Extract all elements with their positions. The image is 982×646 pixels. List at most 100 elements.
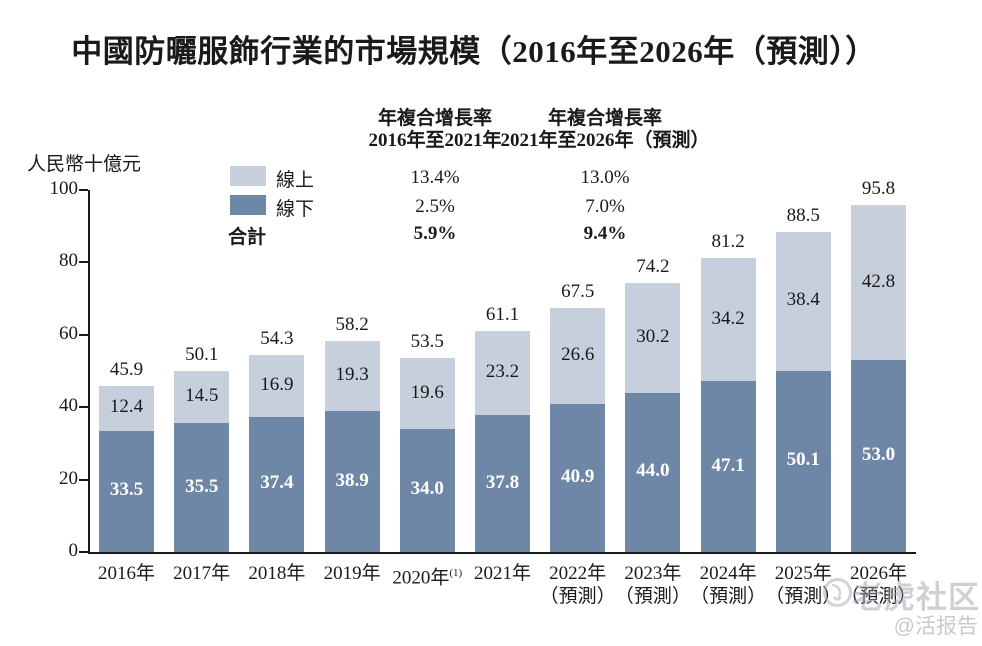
legend-swatch-online (230, 166, 266, 186)
x-axis-label-year: 2020年(1) (392, 567, 463, 589)
cagr-period1-offline-value: 2.5% (415, 196, 455, 217)
bar-offline-segment (475, 415, 530, 552)
bar-online-segment (775, 231, 831, 371)
bar-online-value-label: 34.2 (711, 307, 745, 329)
y-axis-tick (79, 189, 88, 191)
x-axis-label: 2019年 (297, 562, 407, 585)
bar-offline-segment (399, 428, 455, 552)
x-axis-label: 2024年 （預測） (673, 562, 783, 608)
bar-offline-value-label: 40.9 (561, 465, 595, 487)
bar-offline-value-label: 33.5 (109, 479, 144, 501)
x-axis-label: 2021年 (448, 562, 558, 585)
bar-online-segment (475, 330, 530, 416)
y-axis-tick-label: 20 (59, 467, 78, 489)
x-axis-label-forecast: （預測） (690, 586, 767, 607)
bar-offline-segment (99, 430, 154, 552)
y-axis-tick (79, 406, 88, 409)
bar-online-value-label: 12.4 (109, 396, 144, 418)
chart-title: 中國防曬服飾行業的市場規模（2016年至2026年（預測）） (71, 34, 877, 69)
x-axis-label-year: 2018年 (248, 563, 306, 584)
bar-offline-segment (700, 381, 756, 552)
bar-online-value-label: 26.6 (561, 343, 595, 365)
x-axis-label-forecast: （預測） (539, 586, 616, 607)
bar-offline-segment (174, 423, 230, 552)
tiger-logo-icon (823, 578, 852, 607)
x-axis-label-year: 2023年 (624, 563, 682, 584)
y-axis-tick (79, 551, 88, 553)
legend-swatch-offline (230, 195, 266, 215)
cagr-period2-offline-value: 7.0% (585, 196, 625, 217)
bar-offline-segment (550, 403, 606, 552)
bar-offline-segment (324, 411, 380, 552)
bar-total-label: 50.1 (185, 343, 219, 365)
x-axis-label: 2020年(1) (372, 562, 482, 589)
x-axis-label-year: 2017年 (173, 563, 231, 584)
x-axis-label-year: 2019年 (323, 563, 381, 584)
bar-online-segment (399, 358, 455, 429)
legend-label-total: 合計 (228, 227, 267, 248)
y-axis-tick-label: 100 (49, 178, 79, 199)
bar-offline-segment (249, 416, 305, 552)
bar-offline-value-label: 37.4 (260, 472, 294, 494)
cagr-period2-header-line2: 2021年至2026年（預測） (500, 130, 710, 151)
x-axis-label: 2023年 （預測） (598, 562, 708, 608)
cagr-period1-total-value: 5.9% (413, 223, 457, 244)
y-axis-tick (79, 261, 88, 264)
x-axis-label: 2017年 (147, 562, 257, 585)
bar-online-segment (851, 205, 906, 361)
cagr-period1-header-line1: 年複合增長率 (377, 108, 492, 129)
y-axis-tick-label: 80 (59, 250, 78, 272)
bar-online-value-label: 23.2 (485, 360, 520, 382)
bar-offline-value-label: 50.1 (786, 449, 820, 471)
bar-total-label: 74.2 (636, 256, 670, 278)
y-axis-tick-label: 40 (59, 395, 78, 417)
cagr-period1-header: 年複合增長率 2016年至2021年 (350, 108, 520, 152)
bar-online-value-label: 14.5 (185, 385, 219, 407)
y-axis-line (88, 190, 90, 554)
x-axis-label: 2025年 （預測） (748, 562, 858, 608)
x-axis-label: 2016年 (72, 562, 182, 585)
bar-online-segment (174, 370, 230, 424)
bar-offline-value-label: 34.0 (410, 478, 444, 500)
bar-offline-segment (625, 392, 681, 552)
x-axis-label-year: 2026年 (849, 563, 907, 584)
bar-total-label: 54.3 (260, 328, 294, 350)
bar-offline-value-label: 37.8 (485, 471, 520, 493)
bar-online-value-label: 19.3 (335, 364, 369, 386)
bar-online-value-label: 19.6 (410, 381, 444, 403)
cagr-period1-online-value: 13.4% (410, 167, 460, 188)
cagr-period2-header-line1: 年複合增長率 (547, 108, 662, 129)
footnote-marker: (1) (449, 567, 463, 579)
bar-offline-value-label: 53.0 (861, 444, 896, 466)
bar-total-label: 81.2 (711, 231, 745, 253)
bar-total-label: 45.9 (109, 358, 144, 380)
bar-total-label: 53.5 (410, 331, 444, 353)
x-axis-label-year: 2021年 (473, 563, 531, 584)
legend-label-online: 線上 (276, 170, 315, 191)
bar-online-segment (700, 258, 756, 382)
cagr-period2-header: 年複合增長率 2021年至2026年（預測） (495, 108, 715, 152)
bar-offline-segment (851, 360, 906, 552)
y-axis-tick-label: 60 (59, 322, 78, 344)
cagr-period2-total-value: 9.4% (583, 223, 627, 244)
x-axis-label-forecast: （預測） (614, 586, 691, 607)
x-axis-label: 2022年 （預測） (523, 562, 633, 608)
bar-offline-value-label: 38.9 (335, 469, 369, 491)
x-axis-label-year: 2024年 (699, 563, 757, 584)
bar-total-label: 58.2 (335, 314, 369, 336)
legend-label-offline: 線下 (276, 199, 315, 220)
x-axis-label-year: 2022年 (549, 563, 607, 584)
x-axis-label-forecast: （預測） (765, 586, 842, 607)
x-axis-label: 2018年 (222, 562, 332, 585)
bar-offline-value-label: 47.1 (711, 454, 745, 476)
bar-total-label: 95.8 (861, 178, 896, 200)
cagr-period2-online-value: 13.0% (580, 167, 630, 188)
bar-offline-value-label: 35.5 (185, 475, 219, 497)
bar-online-segment (324, 341, 380, 412)
bar-offline-value-label: 44.0 (636, 460, 670, 482)
y-axis-tick-label: 0 (68, 540, 79, 561)
watermark-brand-text: 老虎社区 (852, 580, 980, 615)
bar-total-label: 61.1 (485, 303, 520, 325)
